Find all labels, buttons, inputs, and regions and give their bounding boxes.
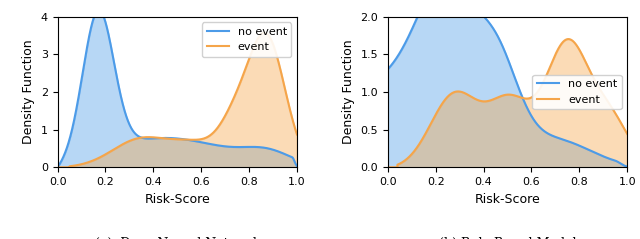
Legend: no event, event: no event, event [532, 75, 621, 109]
X-axis label: Risk-Score: Risk-Score [475, 193, 540, 206]
no event [573, 143, 580, 146]
no event [164, 136, 172, 139]
no event [243, 146, 250, 148]
event [260, 31, 268, 34]
Line: no event: no event [388, 0, 627, 167]
no event [286, 155, 294, 158]
event [564, 38, 572, 40]
no event [396, 51, 404, 54]
event [54, 166, 61, 169]
no event [623, 165, 631, 168]
event [66, 165, 74, 168]
Legend: no event, event: no event, event [202, 22, 291, 57]
Line: no event: no event [58, 10, 297, 167]
no event [170, 137, 178, 140]
Text: (a)  Deep Neural Network: (a) Deep Neural Network [95, 237, 260, 239]
no event [616, 162, 624, 165]
event [623, 132, 631, 135]
no event [66, 137, 74, 140]
event [616, 120, 624, 123]
Y-axis label: Density Function: Density Function [22, 40, 35, 144]
event [242, 66, 250, 69]
event [396, 162, 404, 165]
event [573, 44, 580, 47]
no event [293, 164, 301, 167]
X-axis label: Risk-Score: Risk-Score [145, 193, 210, 206]
no event [616, 162, 624, 165]
event [494, 96, 502, 99]
no event [54, 166, 61, 169]
Line: event: event [388, 39, 627, 167]
event [164, 137, 172, 140]
no event [500, 49, 508, 52]
no event [384, 68, 392, 71]
event [170, 138, 178, 141]
Line: event: event [58, 33, 297, 167]
event [500, 94, 508, 97]
event [384, 166, 392, 169]
no event [286, 155, 294, 158]
event [616, 120, 624, 123]
no event [95, 9, 103, 11]
Y-axis label: Density Function: Density Function [342, 40, 355, 144]
event [286, 109, 294, 111]
no event [494, 35, 502, 38]
Text: (b) Rule-Based Model: (b) Rule-Based Model [439, 237, 576, 239]
event [286, 109, 294, 112]
event [293, 133, 301, 136]
